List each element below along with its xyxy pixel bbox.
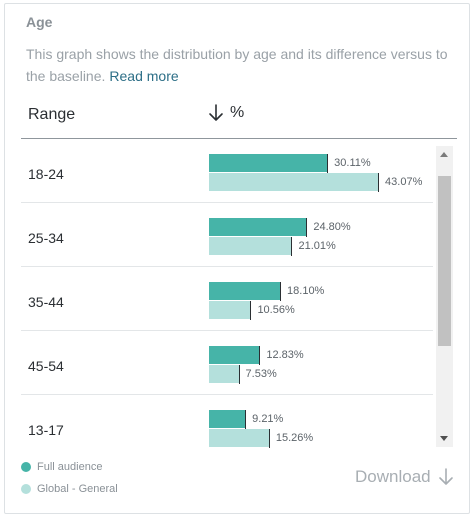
scrollbar-thumb[interactable] [438,176,451,346]
bar-end-tick [245,410,247,429]
table-row: 45-54 12.83% 7.53% [21,331,433,395]
table-row: 18-24 30.11% 43.07% [21,139,433,203]
legend-item-base: Global - General [21,483,118,495]
value-label-full: 18.10% [287,285,325,297]
value-label-full: 9.21% [252,413,284,425]
card-title: Age [26,14,53,30]
bar-baseline [209,365,239,383]
bar-end-tick [250,301,252,320]
bar-baseline [209,173,379,191]
arrow-down-icon [209,104,223,121]
bar-full-audience [209,154,328,172]
bar-baseline [209,301,251,319]
bar-baseline [209,429,269,447]
header-divider [21,138,457,139]
row-range-label: 13-17 [28,422,64,438]
legend-dot-full [21,462,31,472]
bar-end-tick [306,218,308,237]
legend-item-full: Full audience [21,461,102,473]
bar-end-tick [327,154,329,173]
table-row: 13-17 9.21% 15.26% [21,395,433,450]
bar-full-audience [209,282,281,300]
bar-end-tick [280,282,282,301]
legend-dot-base [21,484,31,494]
column-header-percent-sort[interactable]: % [208,104,244,122]
bar-full-audience [209,410,246,428]
value-label-base: 7.53% [245,368,277,380]
description-text: This graph shows the distribution by age… [26,46,448,84]
table-row: 25-34 24.80% 21.01% [21,203,433,267]
row-range-label: 25-34 [28,230,64,246]
bar-end-tick [378,173,380,192]
bar-end-tick [291,237,293,256]
download-label: Download [355,467,431,486]
value-label-base: 10.56% [257,304,295,316]
download-button[interactable]: Download [355,467,454,487]
value-label-base: 43.07% [385,176,423,188]
table-row: 35-44 18.10% 10.56% [21,267,433,331]
scroll-up-arrow-icon[interactable] [440,152,448,157]
value-label-base: 15.26% [275,432,314,444]
bar-end-tick [259,346,261,365]
value-label-base: 21.01% [298,240,336,252]
value-label-full: 12.83% [266,349,304,361]
legend-label-base: Global - General [37,483,118,495]
legend-label-full: Full audience [37,461,103,473]
row-range-label: 45-54 [28,358,64,374]
column-header-percent-label: % [230,104,245,121]
arrow-down-icon [438,468,453,485]
age-card: Age This graph shows the distribution by… [4,3,470,514]
bar-baseline [209,237,292,255]
bar-end-tick [268,429,270,448]
bar-end-tick [238,365,240,384]
read-more-link[interactable]: Read more [109,68,179,84]
value-label-full: 30.11% [334,157,371,169]
card-description: This graph shows the distribution by age… [26,43,456,87]
vertical-scrollbar[interactable] [436,146,453,447]
value-label-full: 24.80% [313,221,351,233]
row-range-label: 35-44 [28,294,64,310]
row-range-label: 18-24 [28,166,64,182]
bar-full-audience [209,346,260,364]
scroll-down-arrow-icon[interactable] [440,436,448,441]
age-rows-list[interactable]: 18-24 30.11% 43.07% 25-34 24.80% 21.01% 35-44 1… [21,139,433,450]
bar-full-audience [209,218,307,236]
column-header-range: Range [28,106,76,123]
